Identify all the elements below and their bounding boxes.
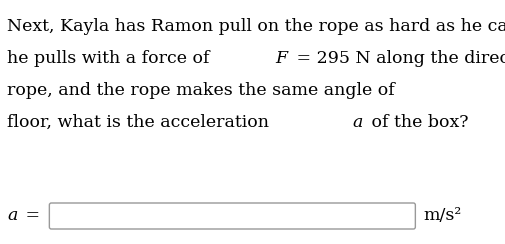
Text: a: a bbox=[351, 114, 362, 131]
FancyBboxPatch shape bbox=[49, 203, 415, 229]
Text: F: F bbox=[275, 50, 287, 67]
Text: rope, and the rope makes the same angle of: rope, and the rope makes the same angle … bbox=[7, 82, 399, 99]
Text: = 295 N along the direction of the: = 295 N along the direction of the bbox=[290, 50, 505, 67]
Text: a: a bbox=[7, 207, 17, 224]
Text: he pulls with a force of: he pulls with a force of bbox=[7, 50, 215, 67]
Text: floor, what is the acceleration: floor, what is the acceleration bbox=[7, 114, 274, 131]
Text: Next, Kayla has Ramon pull on the rope as hard as he can. If: Next, Kayla has Ramon pull on the rope a… bbox=[7, 18, 505, 35]
Text: of the box?: of the box? bbox=[365, 114, 467, 131]
Text: =: = bbox=[20, 207, 40, 224]
Text: m/s²: m/s² bbox=[423, 207, 461, 224]
